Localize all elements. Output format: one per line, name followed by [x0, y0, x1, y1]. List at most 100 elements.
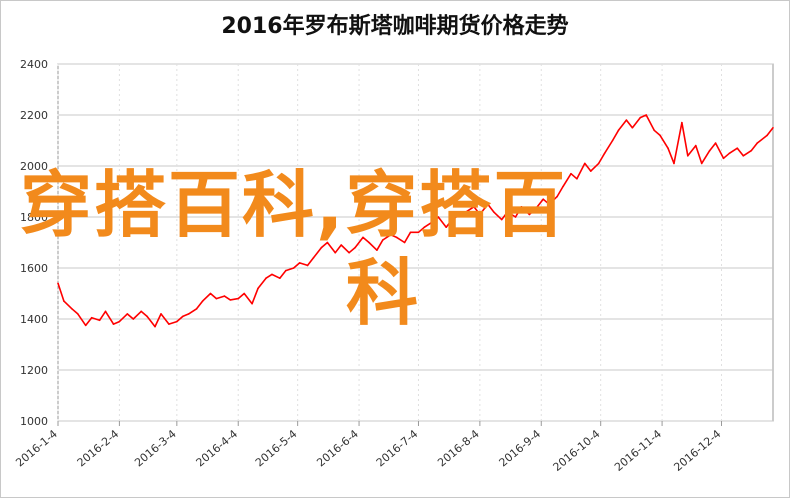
- data-point: [209, 292, 212, 295]
- data-point: [168, 323, 170, 325]
- data-point: [84, 324, 87, 327]
- data-point: [520, 206, 523, 208]
- data-point: [118, 320, 121, 323]
- data-point: [694, 144, 697, 147]
- data-point: [181, 315, 184, 318]
- data-point: [722, 157, 725, 160]
- data-point: [409, 231, 412, 234]
- data-point: [714, 142, 717, 144]
- data-point: [700, 162, 703, 165]
- data-point: [140, 310, 142, 313]
- y-tick-label: 1600: [20, 262, 48, 275]
- data-point: [500, 218, 503, 221]
- data-point: [681, 121, 683, 124]
- data-point: [132, 318, 135, 320]
- data-point: [479, 213, 481, 216]
- data-point: [279, 277, 281, 280]
- y-tick-label: 1800: [20, 211, 48, 224]
- data-point: [354, 246, 356, 249]
- x-tick-label: 2016-9-4: [497, 427, 544, 469]
- data-point: [271, 273, 273, 276]
- data-point: [772, 126, 774, 129]
- data-point: [243, 292, 245, 295]
- data-point: [687, 155, 689, 157]
- data-point: [576, 177, 578, 180]
- data-point: [71, 308, 73, 310]
- data-point: [215, 297, 218, 300]
- data-point: [597, 162, 600, 165]
- series-line: [57, 114, 774, 328]
- data-point: [459, 213, 461, 216]
- data-point: [284, 269, 287, 272]
- data-point: [376, 249, 378, 251]
- y-tick-label: 1200: [20, 364, 48, 377]
- y-tick-label: 1400: [20, 313, 48, 326]
- x-tick-label: 2016-6-4: [314, 427, 361, 469]
- data-point: [445, 226, 447, 228]
- data-point: [562, 185, 564, 188]
- data-point: [465, 211, 467, 213]
- data-point: [312, 257, 315, 259]
- data-point: [112, 323, 115, 325]
- y-tick-label: 2200: [20, 109, 48, 122]
- data-point: [548, 203, 550, 206]
- data-point: [431, 221, 434, 223]
- y-tick-label: 1000: [20, 415, 48, 428]
- data-point: [223, 295, 226, 297]
- data-point: [534, 208, 537, 211]
- data-point: [257, 287, 259, 290]
- x-tick-label: 2016-1-4: [13, 427, 60, 469]
- data-point: [320, 246, 323, 249]
- data-point: [625, 119, 628, 121]
- data-point: [104, 310, 107, 313]
- data-point: [742, 155, 745, 157]
- data-point: [736, 147, 739, 149]
- data-point: [639, 116, 642, 119]
- data-point: [389, 234, 392, 236]
- data-point: [473, 206, 475, 208]
- data-point: [766, 134, 768, 137]
- data-point: [395, 236, 398, 239]
- data-point: [514, 216, 517, 218]
- data-point: [423, 226, 426, 228]
- data-point: [348, 251, 350, 254]
- data-point: [90, 316, 93, 319]
- data-point: [486, 203, 489, 206]
- data-point: [631, 126, 634, 129]
- x-tick-label: 2016-2-4: [75, 427, 122, 469]
- data-point: [306, 264, 309, 267]
- y-tick-label: 2000: [20, 160, 48, 173]
- data-point: [603, 152, 606, 155]
- data-point: [645, 114, 648, 116]
- x-tick-label: 2016-7-4: [374, 427, 421, 469]
- data-point: [611, 139, 614, 142]
- data-point: [756, 142, 758, 144]
- x-tick-label: 2016-10-4: [551, 427, 603, 474]
- data-point: [57, 282, 59, 285]
- data-point: [528, 213, 531, 216]
- data-point: [617, 129, 620, 132]
- data-point: [589, 170, 592, 172]
- x-tick-label: 2016-5-4: [253, 427, 300, 469]
- data-point: [334, 251, 337, 254]
- x-tick-label: 2016-4-4: [194, 427, 241, 469]
- data-point: [659, 134, 661, 137]
- data-point: [417, 231, 420, 234]
- data-point: [673, 162, 675, 165]
- watermark-text-2: 科: [346, 251, 421, 335]
- data-point: [653, 129, 655, 132]
- data-point: [382, 239, 384, 241]
- data-point: [160, 313, 162, 315]
- data-point: [750, 149, 753, 152]
- data-point: [667, 147, 669, 149]
- data-point: [77, 313, 79, 315]
- data-point: [403, 241, 406, 244]
- data-point: [542, 198, 545, 200]
- data-point: [362, 236, 364, 239]
- x-tick-label: 2016-11-4: [612, 427, 664, 474]
- data-point: [368, 241, 370, 244]
- data-point: [292, 267, 295, 269]
- data-point: [556, 195, 558, 198]
- data-point: [63, 300, 65, 302]
